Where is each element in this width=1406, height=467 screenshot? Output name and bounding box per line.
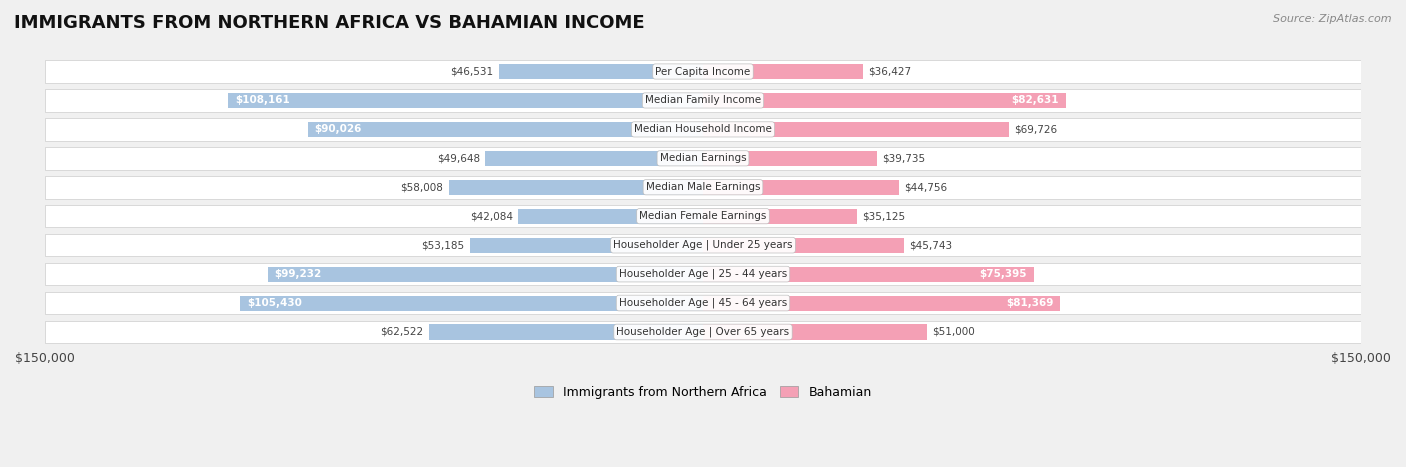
FancyBboxPatch shape <box>45 89 1361 112</box>
FancyBboxPatch shape <box>45 205 1361 227</box>
FancyBboxPatch shape <box>45 292 1361 314</box>
Text: $49,648: $49,648 <box>437 153 479 163</box>
Legend: Immigrants from Northern Africa, Bahamian: Immigrants from Northern Africa, Bahamia… <box>530 381 876 404</box>
Text: Median Household Income: Median Household Income <box>634 124 772 134</box>
Text: $69,726: $69,726 <box>1014 124 1057 134</box>
FancyBboxPatch shape <box>308 122 703 137</box>
FancyBboxPatch shape <box>45 147 1361 170</box>
Text: Median Family Income: Median Family Income <box>645 95 761 106</box>
FancyBboxPatch shape <box>45 60 1361 83</box>
FancyBboxPatch shape <box>703 180 900 195</box>
FancyBboxPatch shape <box>485 151 703 166</box>
Text: $44,756: $44,756 <box>904 182 948 192</box>
FancyBboxPatch shape <box>703 122 1010 137</box>
FancyBboxPatch shape <box>703 267 1033 282</box>
FancyBboxPatch shape <box>45 263 1361 285</box>
Text: Householder Age | 25 - 44 years: Householder Age | 25 - 44 years <box>619 269 787 279</box>
FancyBboxPatch shape <box>45 118 1361 141</box>
Text: $36,427: $36,427 <box>868 66 911 77</box>
Text: $51,000: $51,000 <box>932 327 974 337</box>
FancyBboxPatch shape <box>703 93 1066 108</box>
Text: Householder Age | Over 65 years: Householder Age | Over 65 years <box>616 327 790 337</box>
FancyBboxPatch shape <box>45 234 1361 256</box>
Text: Median Male Earnings: Median Male Earnings <box>645 182 761 192</box>
Text: $105,430: $105,430 <box>247 298 302 308</box>
FancyBboxPatch shape <box>703 325 927 340</box>
FancyBboxPatch shape <box>703 209 858 224</box>
FancyBboxPatch shape <box>449 180 703 195</box>
Text: Median Female Earnings: Median Female Earnings <box>640 211 766 221</box>
Text: $58,008: $58,008 <box>401 182 443 192</box>
Text: Householder Age | 45 - 64 years: Householder Age | 45 - 64 years <box>619 298 787 308</box>
Text: Source: ZipAtlas.com: Source: ZipAtlas.com <box>1274 14 1392 24</box>
Text: Householder Age | Under 25 years: Householder Age | Under 25 years <box>613 240 793 250</box>
Text: $42,084: $42,084 <box>470 211 513 221</box>
FancyBboxPatch shape <box>429 325 703 340</box>
Text: Median Earnings: Median Earnings <box>659 153 747 163</box>
Text: $75,395: $75,395 <box>980 269 1028 279</box>
Text: $53,185: $53,185 <box>422 240 464 250</box>
FancyBboxPatch shape <box>703 296 1060 311</box>
Text: $99,232: $99,232 <box>274 269 322 279</box>
FancyBboxPatch shape <box>45 321 1361 343</box>
FancyBboxPatch shape <box>703 238 904 253</box>
FancyBboxPatch shape <box>229 93 703 108</box>
Text: $45,743: $45,743 <box>908 240 952 250</box>
Text: $46,531: $46,531 <box>450 66 494 77</box>
Text: IMMIGRANTS FROM NORTHERN AFRICA VS BAHAMIAN INCOME: IMMIGRANTS FROM NORTHERN AFRICA VS BAHAM… <box>14 14 645 32</box>
FancyBboxPatch shape <box>470 238 703 253</box>
FancyBboxPatch shape <box>45 176 1361 198</box>
FancyBboxPatch shape <box>267 267 703 282</box>
Text: $82,631: $82,631 <box>1011 95 1059 106</box>
FancyBboxPatch shape <box>519 209 703 224</box>
FancyBboxPatch shape <box>703 64 863 79</box>
Text: $62,522: $62,522 <box>380 327 423 337</box>
Text: $35,125: $35,125 <box>862 211 905 221</box>
FancyBboxPatch shape <box>499 64 703 79</box>
FancyBboxPatch shape <box>703 151 877 166</box>
Text: Per Capita Income: Per Capita Income <box>655 66 751 77</box>
Text: $108,161: $108,161 <box>235 95 290 106</box>
Text: $39,735: $39,735 <box>883 153 925 163</box>
Text: $81,369: $81,369 <box>1007 298 1053 308</box>
Text: $90,026: $90,026 <box>315 124 361 134</box>
FancyBboxPatch shape <box>240 296 703 311</box>
